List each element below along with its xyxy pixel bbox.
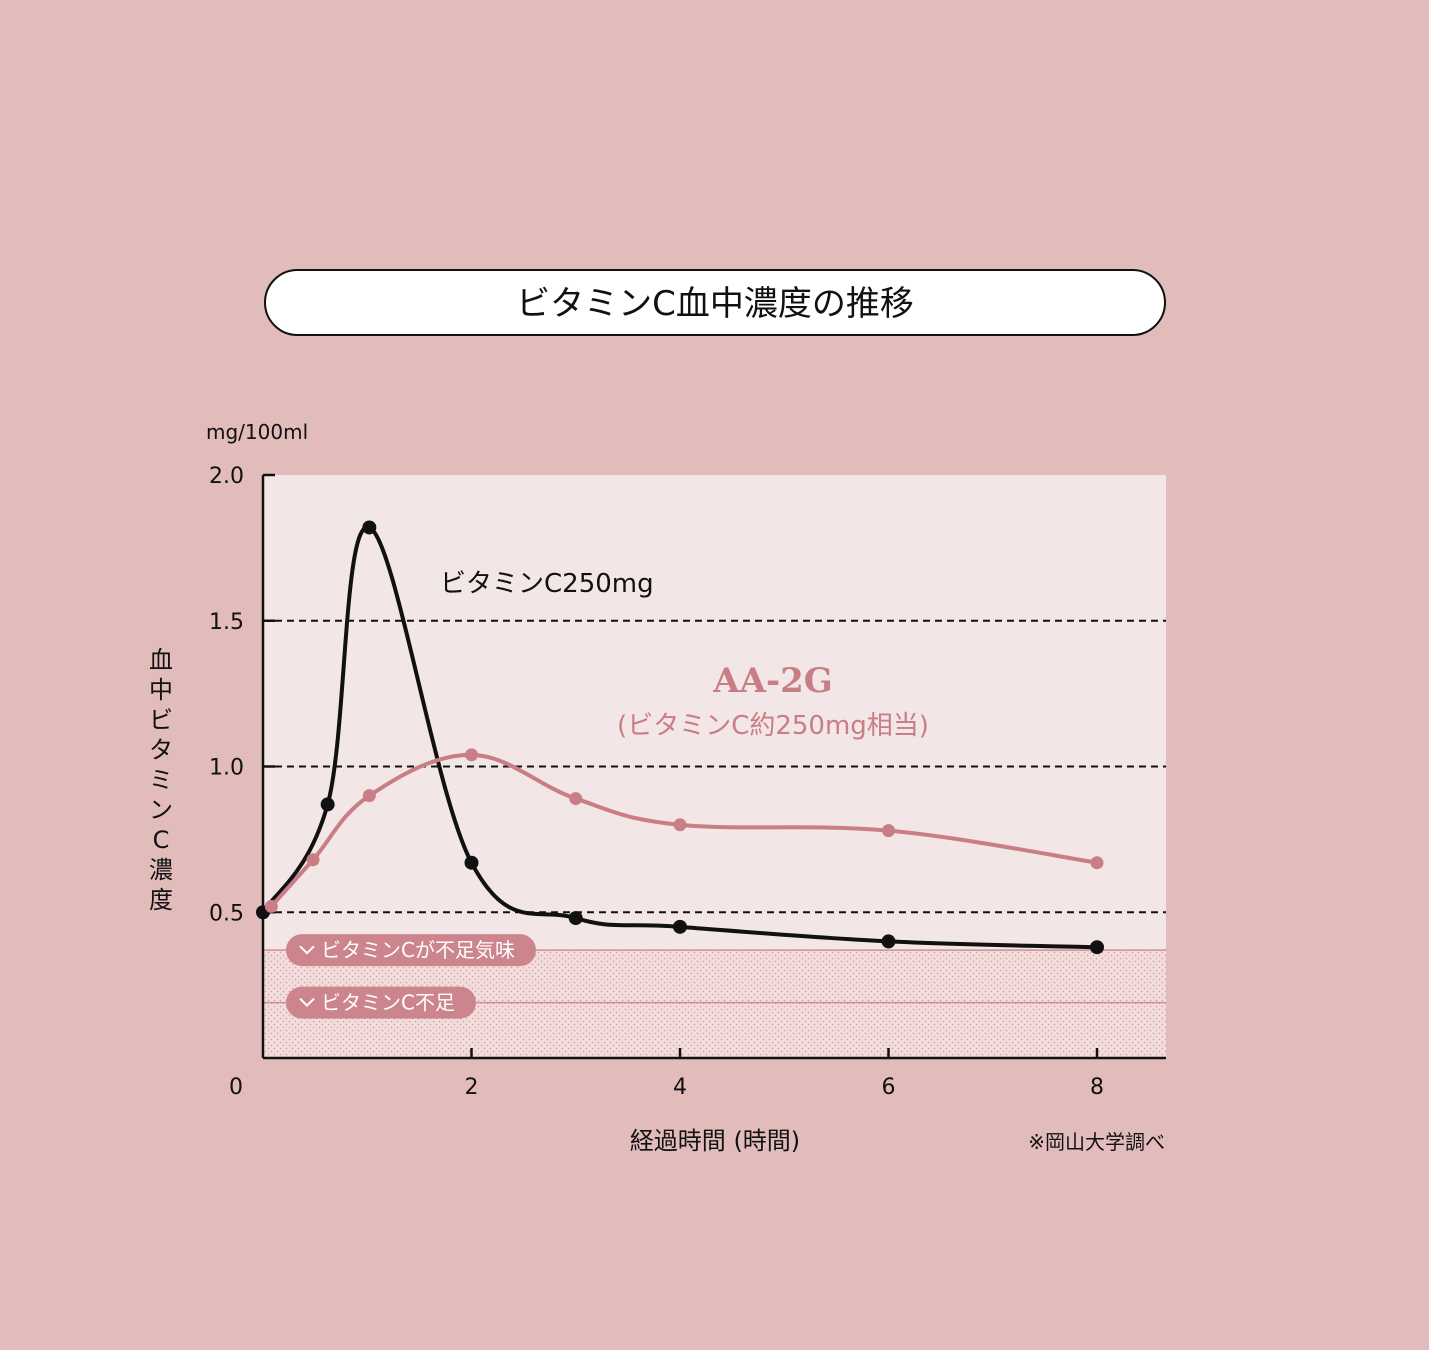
series-0-point-3 bbox=[464, 855, 479, 870]
y-tick-label-2: 1.5 bbox=[209, 610, 244, 635]
series-1-point-5 bbox=[673, 818, 687, 832]
series bbox=[256, 520, 1104, 955]
y-tick-label-3: 2.0 bbox=[209, 464, 244, 489]
x-axis-label: 経過時間 (時間) bbox=[630, 1127, 800, 1155]
series-0-point-4 bbox=[568, 911, 583, 926]
series-0-point-7 bbox=[1090, 940, 1104, 955]
x-tick-label-2: 4 bbox=[673, 1075, 687, 1100]
grid-lines bbox=[263, 619, 1166, 914]
series-1-point-3 bbox=[465, 748, 478, 762]
series-label-vitamin-c: ビタミンC250mg bbox=[440, 569, 654, 599]
series-line-0 bbox=[261, 525, 1098, 950]
series-label-aa2g: AA-2G bbox=[712, 661, 833, 701]
x-tick-label-4: 8 bbox=[1090, 1075, 1104, 1100]
source-note: ※岡山大学調べ bbox=[1028, 1130, 1165, 1154]
chevron-down-icon bbox=[299, 945, 315, 955]
unit-label: mg/100ml bbox=[206, 420, 308, 444]
chevron-down-icon bbox=[299, 997, 315, 1008]
x-tick-label-1: 2 bbox=[465, 1075, 479, 1100]
x-tick-label-3: 6 bbox=[882, 1075, 896, 1100]
series-1-point-0 bbox=[264, 899, 278, 913]
title-pill: ビタミンC血中濃度の推移 bbox=[264, 269, 1166, 336]
series-0-point-5 bbox=[673, 919, 687, 934]
series-1-point-6 bbox=[882, 824, 895, 838]
series-1-point-7 bbox=[1090, 856, 1104, 870]
y-axis-label: 血中ビタミン C 濃度 bbox=[149, 646, 173, 914]
series-1-point-1 bbox=[306, 853, 320, 867]
x-tick-label-0: 0 bbox=[229, 1075, 243, 1100]
series-sublabel-aa2g: (ビタミンC約250mg相当) bbox=[617, 711, 929, 741]
chart-title: ビタミンC血中濃度の推移 bbox=[516, 284, 914, 324]
series-0-point-1 bbox=[320, 797, 335, 812]
band-label-1: ビタミンC不足 bbox=[286, 986, 476, 1019]
tick-labels: 0.5 1.0 1.5 2.0 0 2 4 6 8 bbox=[209, 464, 1104, 1100]
series-1-point-2 bbox=[362, 789, 376, 803]
series-1-point-4 bbox=[569, 792, 583, 806]
band-label-text-0: ビタミンCが不足気味 bbox=[321, 938, 515, 962]
series-0-point-6 bbox=[881, 934, 896, 949]
y-tick-label-0: 0.5 bbox=[209, 901, 244, 926]
y-tick-label-1: 1.0 bbox=[209, 756, 244, 781]
series-0-point-2 bbox=[362, 520, 377, 535]
band-label-text-1: ビタミンC不足 bbox=[321, 991, 455, 1015]
band-label-0: ビタミンCが不足気味 bbox=[286, 934, 536, 967]
